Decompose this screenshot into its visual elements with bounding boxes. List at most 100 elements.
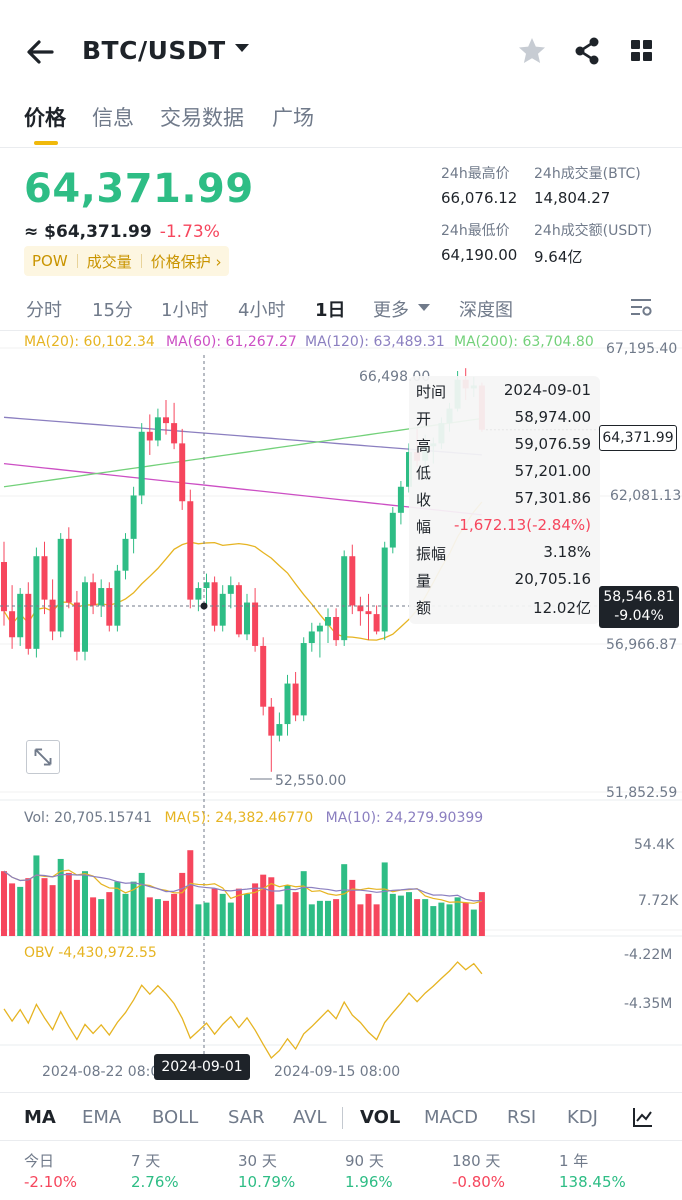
perf-value: 138.45% <box>559 1173 626 1191</box>
volume-bar <box>73 879 80 936</box>
volume-bar <box>357 904 364 936</box>
obv-legend: OBV -4,430,972.55 <box>24 945 157 961</box>
indicator-sar[interactable]: SAR <box>228 1107 265 1128</box>
interval-1h[interactable]: 1小时 <box>161 300 209 321</box>
expand-chart-icon[interactable] <box>26 740 60 774</box>
volume-bar <box>90 897 97 936</box>
perf-value: 10.79% <box>238 1173 296 1191</box>
legend-ma200: MA(200): 63,704.80 <box>454 334 594 350</box>
volume-bar <box>33 855 40 936</box>
tooltip-row: 开 58,974.00 <box>416 408 591 428</box>
volume-bar <box>57 858 64 936</box>
tab-square[interactable]: 广场 <box>272 106 314 130</box>
candle-body <box>276 724 283 736</box>
candle-body <box>397 486 404 513</box>
indicator-boll[interactable]: BOLL <box>152 1107 199 1128</box>
indicator-macd[interactable]: MACD <box>424 1107 478 1128</box>
candle-body <box>163 417 169 424</box>
candle-body <box>203 582 210 589</box>
favorite-star-icon[interactable] <box>517 36 547 66</box>
badge-volume[interactable]: 成交量 <box>86 252 132 271</box>
badge-pow[interactable]: POW <box>32 252 68 270</box>
tab-trading-data[interactable]: 交易数据 <box>160 106 244 130</box>
candle-body <box>373 614 380 632</box>
tab-info[interactable]: 信息 <box>92 106 134 130</box>
grid-menu-icon[interactable] <box>631 40 653 62</box>
volume-bar <box>9 883 16 936</box>
perf-label: 7 天 <box>131 1152 161 1170</box>
perf-value: -0.80% <box>452 1173 506 1191</box>
volume-bar <box>98 899 105 936</box>
candle-body <box>260 645 267 707</box>
badge-price-protection[interactable]: 价格保护 › <box>150 252 222 271</box>
candle-body <box>284 683 291 725</box>
volume-bar <box>146 897 153 936</box>
volume-bar <box>17 886 24 936</box>
obv-axis-label: -4.35M <box>624 996 673 1012</box>
candle-body <box>316 625 323 632</box>
volume-bar <box>41 878 48 936</box>
tooltip-row: 高 59,076.59 <box>416 435 591 455</box>
legend-ma60: MA(60): 61,267.27 <box>166 334 297 350</box>
candle-body <box>227 585 234 594</box>
volume-bar <box>25 878 32 936</box>
legend-vol-ma5: MA(5): 24,382.46770 <box>164 810 314 826</box>
tab-price[interactable]: 价格 <box>24 106 66 130</box>
candle-body <box>146 431 153 441</box>
more-dropdown-icon[interactable] <box>418 304 430 311</box>
tag-badges[interactable]: POW 成交量 价格保护 › <box>24 246 230 276</box>
candle-body <box>325 616 331 626</box>
last-price-tag: 64,371.99 <box>599 425 677 451</box>
interval-depth[interactable]: 深度图 <box>459 300 513 321</box>
price-axis-label: 62,081.13 <box>610 488 682 504</box>
candle-body <box>82 582 88 652</box>
time-axis-label: 2024-08-22 08:00 <box>42 1064 169 1080</box>
candle-body <box>292 683 299 716</box>
candle-body <box>57 538 64 632</box>
interval-4h[interactable]: 4小时 <box>238 300 286 321</box>
back-arrow-icon[interactable] <box>22 34 58 70</box>
volume-bar <box>138 872 145 936</box>
candle-body <box>41 556 48 600</box>
divider <box>0 330 682 331</box>
volume-axis-label: 7.72K <box>638 893 679 909</box>
candle-body <box>49 599 56 632</box>
ma200-line <box>3 417 482 488</box>
volume-bar <box>187 850 194 936</box>
indicator-rsi[interactable]: RSI <box>507 1107 537 1128</box>
volume-bar <box>1 871 7 936</box>
volume-bar <box>179 872 186 936</box>
indicator-avl[interactable]: AVL <box>293 1107 327 1128</box>
interval-15m[interactable]: 15分 <box>92 300 133 321</box>
candle-body <box>195 588 202 600</box>
pair-title[interactable]: BTC/USDT <box>82 36 226 65</box>
indicator-vol[interactable]: VOL <box>360 1107 401 1128</box>
share-icon[interactable] <box>573 36 601 66</box>
candle-body <box>365 611 372 615</box>
legend-vol: Vol: 20,705.15741 <box>24 810 153 826</box>
interval-1d[interactable]: 1日 <box>315 300 346 321</box>
perf-value: -2.10% <box>24 1173 78 1191</box>
volume-bar <box>478 892 485 936</box>
badge-divider <box>76 254 78 268</box>
volume-bar <box>82 871 88 936</box>
indicator-ma[interactable]: MA <box>24 1107 56 1128</box>
tooltip-row: 幅 -1,672.13(-2.84%) <box>416 516 591 536</box>
candlestick-chart[interactable] <box>0 331 682 1091</box>
volume-bar <box>389 893 396 936</box>
volume-bar <box>325 900 331 936</box>
candle-body <box>357 605 364 612</box>
candle-body <box>187 501 194 600</box>
indicator-ema[interactable]: EMA <box>82 1107 122 1128</box>
chart-settings-icon[interactable] <box>630 297 652 317</box>
perf-value: 1.96% <box>345 1173 393 1191</box>
interval-more[interactable]: 更多 <box>373 300 409 321</box>
indicator-settings-icon[interactable] <box>632 1106 654 1128</box>
pair-dropdown-icon[interactable] <box>235 44 249 52</box>
indicator-kdj[interactable]: KDJ <box>567 1107 598 1128</box>
volume-bar <box>130 881 137 936</box>
tooltip-row: 低 57,201.00 <box>416 462 591 482</box>
volume-bar <box>365 893 372 936</box>
interval-time[interactable]: 分时 <box>26 300 62 321</box>
perf-label: 1 年 <box>559 1152 589 1170</box>
